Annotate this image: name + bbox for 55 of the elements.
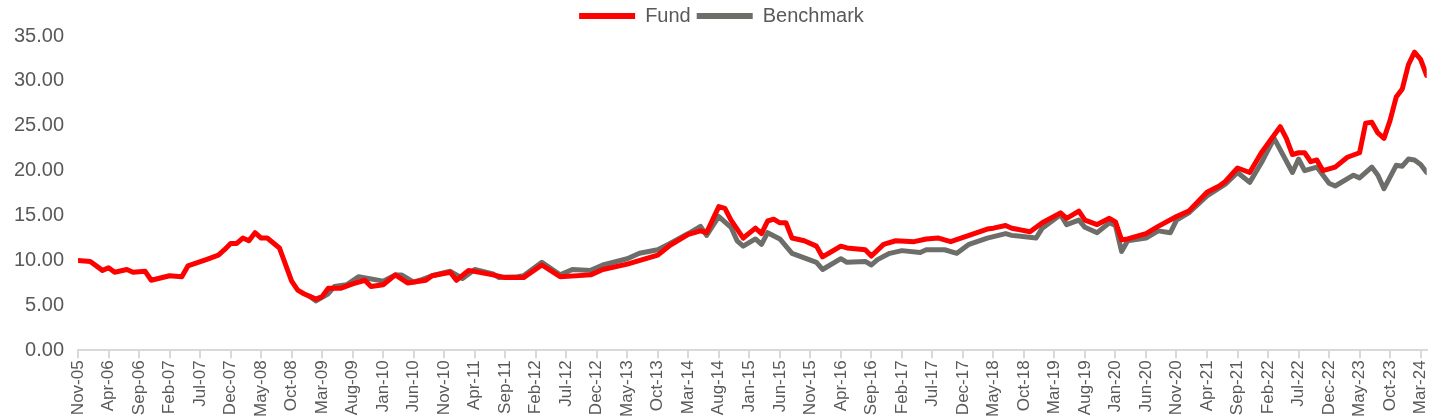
x-tick-label: Aug-14 (708, 360, 728, 416)
y-tick-label: 35.00 (13, 23, 65, 46)
x-tick-label: Sep-21 (1227, 360, 1247, 416)
x-tick-label: Nov-15 (800, 360, 820, 416)
legend-label: Fund (645, 3, 691, 26)
x-tick-label: May-13 (616, 360, 636, 417)
x-tick-label: Dec-07 (220, 360, 240, 416)
x-tick-label: Feb-07 (159, 360, 179, 415)
x-tick-label: Feb-17 (891, 360, 911, 415)
y-tick-label: 25.00 (13, 113, 65, 136)
y-tick-label: 20.00 (13, 158, 65, 181)
y-tick-label: 30.00 (13, 68, 65, 91)
x-tick-label: Oct-13 (647, 360, 667, 412)
x-tick-label: Nov-05 (67, 360, 87, 416)
x-tick-label: Jul-22 (1288, 360, 1308, 407)
x-tick-label: Nov-10 (433, 360, 453, 416)
x-tick-label: Aug-19 (1074, 360, 1094, 416)
x-tick-label: Feb-22 (1257, 360, 1277, 415)
x-tick-label: Apr-06 (98, 360, 118, 412)
x-tick-label: Apr-21 (1196, 360, 1216, 412)
y-tick-label: 10.00 (13, 248, 65, 271)
x-tick-label: Jul-07 (189, 360, 209, 407)
x-tick-label: Apr-16 (830, 360, 850, 412)
x-tick-label: Dec-17 (952, 360, 972, 416)
x-tick-label: Dec-12 (586, 360, 606, 416)
x-tick-label: Jul-17 (922, 360, 942, 407)
x-tick-label: Oct-08 (281, 360, 301, 412)
x-tick-label: Jan-10 (372, 360, 392, 413)
x-tick-label: Sep-16 (861, 360, 881, 416)
x-tick-label: Mar-09 (311, 360, 331, 415)
y-tick-label: 0.00 (25, 337, 65, 360)
y-tick-label: 5.00 (25, 292, 65, 315)
x-tick-label: Oct-18 (1013, 360, 1033, 412)
x-tick-label: Aug-09 (342, 360, 362, 416)
x-tick-label: Nov-20 (1166, 360, 1186, 416)
legend-label: Benchmark (762, 3, 865, 26)
x-tick-label: Apr-11 (464, 360, 484, 411)
x-tick-label: Jun-10 (403, 360, 423, 413)
x-tick-label: Jan-20 (1105, 360, 1125, 413)
x-tick-label: Dec-22 (1318, 360, 1338, 416)
x-tick-label: Sep-11 (494, 360, 514, 414)
x-tick-label: May-08 (250, 360, 270, 417)
x-tick-label: May-23 (1349, 360, 1369, 417)
x-tick-label: Feb-12 (525, 360, 545, 415)
x-tick-label: Jun-20 (1135, 360, 1155, 413)
x-tick-label: Mar-24 (1410, 360, 1430, 415)
y-tick-label: 15.00 (13, 203, 65, 226)
x-tick-label: Mar-19 (1044, 360, 1064, 415)
x-tick-label: Sep-06 (128, 360, 148, 416)
x-tick-label: Jun-15 (769, 360, 789, 413)
x-tick-label: May-18 (983, 360, 1003, 417)
x-tick-label: Jan-15 (739, 360, 759, 413)
x-tick-label: Jul-12 (555, 360, 575, 407)
x-tick-label: Mar-14 (677, 360, 697, 415)
x-tick-label: Oct-23 (1379, 360, 1399, 412)
